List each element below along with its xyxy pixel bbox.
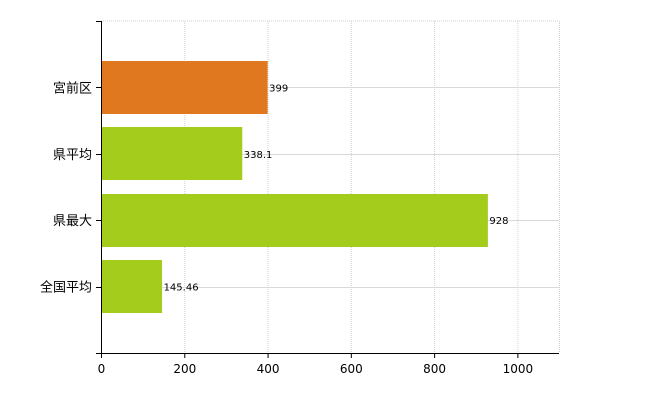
data-label-2: 928 [489, 216, 508, 227]
category-label-3: 全国平均 [40, 280, 92, 296]
x-tick-label-0: 0 [98, 362, 106, 376]
category-label-1: 県平均 [53, 148, 92, 163]
x-tick-label-200: 200 [173, 362, 196, 376]
x-tick-label-400: 400 [257, 362, 280, 376]
bars-layer [101, 61, 488, 313]
category-label-2: 県最大 [53, 214, 92, 229]
x-tick-label-600: 600 [340, 362, 363, 376]
bar-3 [101, 260, 163, 313]
bar-0 [101, 61, 268, 114]
x-tick-label-800: 800 [423, 362, 446, 376]
labels-layer: 399 宮前区 338.1 県平均 928 県最大 145.46 全国平均 0 200 400 600… [40, 80, 533, 376]
grid-layer [101, 20, 560, 353]
data-label-3: 145.46 [164, 283, 199, 294]
data-label-0: 399 [269, 83, 288, 94]
data-label-1: 338.1 [244, 150, 273, 161]
bar-2 [101, 194, 488, 247]
category-label-0: 宮前区 [53, 80, 92, 96]
bar-1 [101, 127, 243, 180]
axes-layer [96, 21, 559, 358]
x-tick-label-1000: 1000 [503, 362, 534, 376]
